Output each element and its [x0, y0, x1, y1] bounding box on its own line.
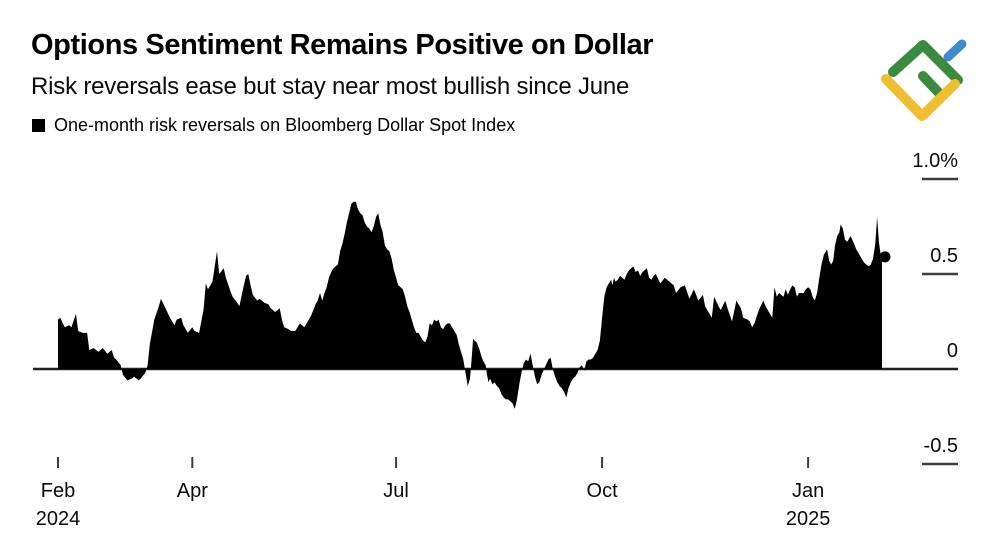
x-axis-year: 2025: [785, 508, 831, 530]
risk-reversals-area-series: [58, 201, 882, 409]
logo-blue-stroke: [943, 39, 967, 62]
y-axis-label: -0.5: [923, 435, 958, 457]
legend-label: One-month risk reversals on Bloomberg Do…: [54, 115, 516, 135]
x-axis-month: Jul: [383, 480, 409, 502]
last-value-dot: [879, 251, 891, 263]
litefinance-logo-icon: [881, 39, 967, 121]
x-axis-month: Feb: [40, 480, 76, 502]
y-axis-label: 0.5: [930, 245, 958, 267]
y-axis-label: 1.0%: [912, 150, 958, 172]
x-axis-year: 2024: [35, 508, 81, 530]
x-axis-label: Jul: [326, 477, 466, 505]
chart-title: Options Sentiment Remains Positive on Do…: [31, 29, 654, 61]
legend-swatch-icon: [32, 119, 45, 132]
x-axis-label: Oct: [532, 477, 672, 505]
x-axis-label: Feb 2024: [0, 477, 128, 533]
x-axis-label: Apr: [122, 477, 262, 505]
x-axis-label: Jan 2025: [738, 477, 878, 533]
logo-yellow-check: [881, 74, 960, 121]
legend: One-month risk reversals on Bloomberg Do…: [32, 115, 515, 136]
x-axis-month: Apr: [176, 480, 208, 502]
logo-green-chevron: [888, 40, 963, 85]
x-axis-month: Jan: [791, 480, 825, 502]
chart-subtitle: Risk reversals ease but stay near most b…: [31, 73, 630, 100]
x-axis-month: Oct: [586, 480, 618, 502]
y-axis-label: 0: [946, 340, 958, 362]
logo-green-bar: [918, 71, 945, 99]
